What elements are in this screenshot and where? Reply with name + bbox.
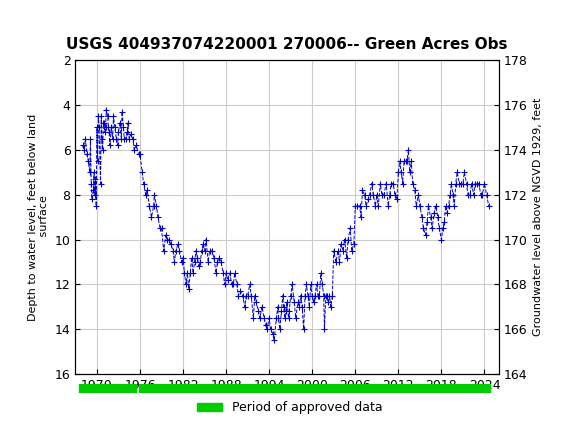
Text: ≡USGS: ≡USGS: [6, 8, 64, 27]
Y-axis label: Depth to water level, feet below land
 surface: Depth to water level, feet below land su…: [27, 114, 49, 321]
Bar: [139, 384, 490, 393]
Y-axis label: Groundwater level above NGVD 1929, feet: Groundwater level above NGVD 1929, feet: [533, 98, 543, 336]
Legend: Period of approved data: Period of approved data: [192, 396, 388, 419]
Title: USGS 404937074220001 270006-- Green Acres Obs: USGS 404937074220001 270006-- Green Acre…: [66, 37, 508, 52]
Bar: [79, 384, 136, 393]
